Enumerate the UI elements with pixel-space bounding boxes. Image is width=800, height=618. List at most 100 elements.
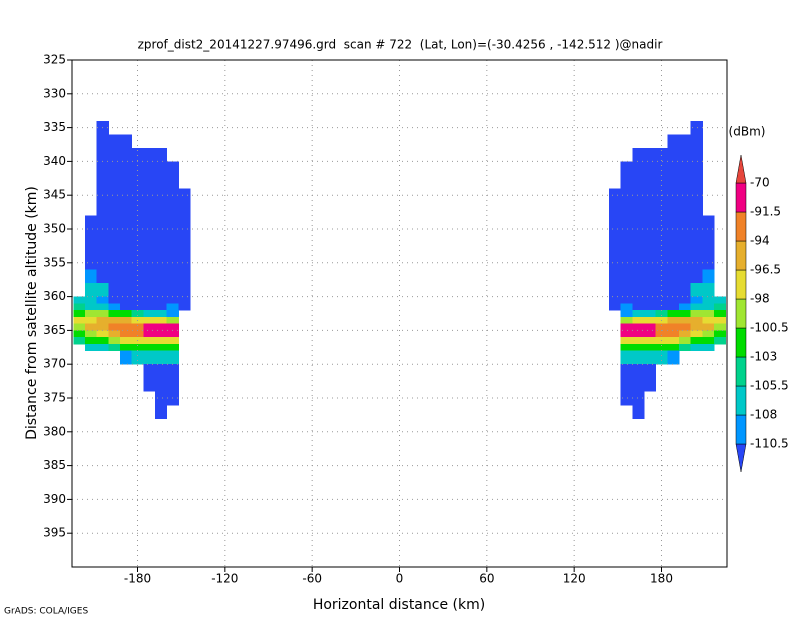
heatmap-cell — [120, 147, 133, 162]
heatmap-cell — [154, 303, 168, 311]
x-tick-label: -60 — [302, 572, 322, 586]
heatmap-cell — [632, 188, 645, 203]
heatmap-cell — [166, 316, 179, 325]
heatmap-cell — [143, 337, 156, 345]
heatmap-cell — [154, 310, 168, 318]
heatmap-cell — [143, 316, 156, 325]
x-tick-label: 60 — [479, 572, 494, 586]
y-tick-label: 355 — [43, 255, 66, 269]
heatmap-cell — [120, 256, 133, 271]
heatmap-cell — [166, 323, 179, 331]
heatmap-cell — [632, 283, 645, 298]
heatmap-cell — [154, 242, 168, 257]
heatmap-cell — [678, 303, 692, 311]
heatmap-cell — [166, 303, 179, 311]
heatmap-cell — [655, 343, 668, 352]
heatmap-cell — [85, 337, 98, 345]
heatmap-cell — [644, 310, 657, 318]
heatmap-cell — [143, 256, 156, 271]
x-tick-label: -180 — [124, 572, 151, 586]
colorbar-tick-label: -91.5 — [750, 205, 781, 219]
heatmap-cell — [620, 350, 633, 365]
heatmap-cell — [702, 215, 715, 230]
heatmap-cell — [620, 303, 633, 311]
heatmap-cell — [667, 316, 680, 325]
heatmap-cell — [178, 256, 191, 271]
heatmap-cell — [667, 147, 680, 162]
heatmap-cell — [632, 350, 645, 365]
heatmap-cell — [644, 337, 657, 345]
heatmap-cell — [632, 404, 645, 419]
heatmap-cell — [143, 242, 156, 257]
heatmap-cell — [143, 269, 156, 284]
heatmap-cell — [678, 323, 692, 331]
heatmap-cell — [678, 174, 692, 189]
heatmap-cell — [678, 215, 692, 230]
heatmap-cell — [154, 343, 168, 352]
heatmap-cell — [120, 296, 133, 304]
heatmap-cell — [667, 256, 680, 271]
heatmap-cell — [120, 174, 133, 189]
heatmap-cell — [120, 316, 133, 325]
heatmap-cell — [632, 364, 645, 379]
heatmap-cell — [632, 377, 645, 392]
heatmap-cell — [655, 323, 668, 331]
heatmap-cell — [154, 147, 168, 162]
heatmap-cell — [154, 330, 168, 338]
heatmap-cell — [154, 323, 168, 331]
heatmap-cell — [667, 269, 680, 284]
heatmap-cell — [702, 323, 715, 331]
heatmap-cell — [96, 201, 109, 216]
heatmap-cell — [609, 188, 622, 203]
y-tick-label: 340 — [43, 154, 66, 168]
x-axis-label: Horizontal distance (km) — [313, 597, 485, 613]
heatmap-cell — [655, 174, 668, 189]
heatmap-cell — [644, 229, 657, 244]
heatmap-cell — [96, 323, 109, 331]
heatmap-cell — [655, 269, 668, 284]
heatmap-cell — [609, 283, 622, 298]
heatmap-cell — [131, 242, 144, 257]
heatmap-cell — [655, 350, 668, 365]
heatmap-cell — [678, 330, 692, 338]
heatmap-cell — [609, 215, 622, 230]
heatmap-cell — [120, 188, 133, 203]
heatmap-cell — [702, 330, 715, 338]
heatmap-cell — [85, 283, 98, 298]
heatmap-cell — [143, 215, 156, 230]
colorbar-segment — [735, 298, 747, 329]
heatmap-cell — [678, 337, 692, 345]
heatmap-cell — [667, 229, 680, 244]
heatmap-cell — [702, 343, 715, 352]
heatmap-cell — [667, 188, 680, 203]
heatmap-cell — [166, 269, 179, 284]
heatmap-cell — [620, 269, 633, 284]
heatmap-cell — [678, 269, 692, 284]
heatmap-cell — [644, 161, 657, 176]
y-tick-label: 345 — [43, 188, 66, 202]
heatmap-cell — [632, 174, 645, 189]
heatmap-cell — [690, 316, 703, 325]
heatmap-cell — [154, 283, 168, 298]
heatmap-cell — [655, 161, 668, 176]
heatmap-cell — [702, 269, 715, 284]
heatmap-cell — [154, 350, 168, 365]
heatmap-cell — [620, 330, 633, 338]
heatmap-cell — [620, 256, 633, 271]
heatmap-cell — [131, 161, 144, 176]
heatmap-cell — [690, 242, 703, 257]
heatmap-cell — [644, 316, 657, 325]
heatmap-cell — [620, 242, 633, 257]
heatmap-cell — [655, 229, 668, 244]
heatmap-cell — [108, 310, 121, 318]
heatmap-cell — [609, 269, 622, 284]
heatmap-cell — [96, 215, 109, 230]
heatmap-cell — [655, 147, 668, 162]
heatmap-cell — [85, 303, 98, 311]
heatmap-cell — [667, 323, 680, 331]
heatmap-cell — [120, 161, 133, 176]
heatmap-cell — [678, 134, 692, 149]
heatmap-cell — [154, 161, 168, 176]
heatmap-cell — [108, 215, 121, 230]
heatmap-cell — [154, 229, 168, 244]
